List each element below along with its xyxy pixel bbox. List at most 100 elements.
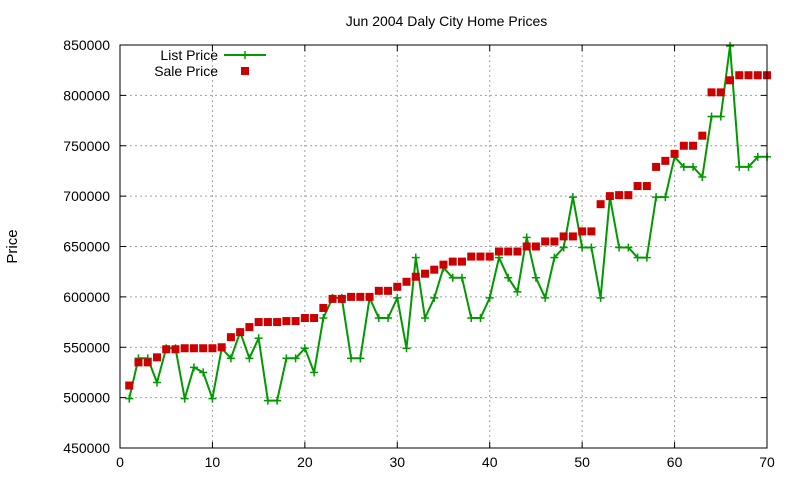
- x-tick-label: 60: [667, 454, 683, 470]
- data-point: [541, 293, 550, 302]
- data-point: [568, 232, 577, 241]
- data-point: [411, 272, 420, 281]
- data-point: [476, 252, 485, 261]
- data-point: [513, 247, 522, 256]
- data-point: [393, 282, 402, 291]
- data-point: [457, 273, 466, 282]
- data-point: [125, 381, 134, 390]
- data-point: [189, 363, 198, 372]
- x-tick-label: 20: [297, 454, 313, 470]
- data-point: [310, 314, 319, 323]
- x-tick-label: 0: [116, 454, 124, 470]
- data-point: [125, 394, 134, 403]
- data-point: [624, 191, 633, 200]
- data-point: [707, 112, 716, 121]
- data-point: [384, 314, 393, 323]
- data-point: [217, 343, 226, 352]
- data-point: [698, 131, 707, 140]
- data-point: [550, 253, 559, 262]
- data-point: [291, 317, 300, 326]
- data-point: [596, 200, 605, 209]
- data-point: [596, 293, 605, 302]
- data-point: [652, 162, 661, 171]
- data-point: [337, 294, 346, 303]
- data-point: [559, 243, 568, 252]
- data-point: [319, 303, 328, 312]
- data-point: [319, 314, 328, 323]
- data-point: [735, 71, 744, 80]
- data-point: [448, 273, 457, 282]
- data-point: [587, 227, 596, 236]
- data-point: [300, 314, 309, 323]
- data-point: [467, 252, 476, 261]
- x-tick-label: 50: [574, 454, 590, 470]
- legend-marker: [241, 51, 249, 59]
- data-point: [245, 354, 254, 363]
- data-point: [485, 293, 494, 302]
- data-point: [633, 253, 642, 262]
- data-point: [143, 358, 152, 367]
- data-point: [726, 76, 735, 85]
- data-point: [689, 141, 698, 150]
- data-point: [300, 344, 309, 353]
- data-point: [374, 314, 383, 323]
- data-point: [457, 257, 466, 266]
- data-point: [226, 333, 235, 342]
- data-point: [328, 294, 337, 303]
- data-point: [531, 242, 540, 251]
- data-point: [180, 344, 189, 353]
- data-point: [504, 273, 513, 282]
- data-point: [236, 328, 245, 337]
- y-tick-label: 700000: [63, 188, 110, 204]
- y-tick-label: 800000: [63, 87, 110, 103]
- data-point: [541, 237, 550, 246]
- data-point: [707, 88, 716, 97]
- y-tick-label: 750000: [63, 138, 110, 154]
- data-point: [698, 172, 707, 181]
- data-point: [282, 354, 291, 363]
- data-point: [263, 318, 272, 327]
- data-point: [347, 354, 356, 363]
- data-point: [744, 162, 753, 171]
- y-tick-label: 850000: [63, 37, 110, 53]
- data-point: [522, 242, 531, 251]
- x-tick-label: 40: [482, 454, 498, 470]
- data-point: [402, 277, 411, 286]
- y-tick-label: 650000: [63, 239, 110, 255]
- chart-title: Jun 2004 Daly City Home Prices: [346, 13, 548, 29]
- data-point: [494, 247, 503, 256]
- data-point: [356, 292, 365, 301]
- legend-marker: [241, 67, 249, 75]
- data-point: [652, 193, 661, 202]
- axis-ticks: 0 10 20 30 40 50 60 70 450000 500000 550000 600000 6…: [63, 37, 775, 470]
- data-point: [347, 292, 356, 301]
- y-tick-label: 450000: [63, 440, 110, 456]
- data-point: [263, 396, 272, 405]
- data-point: [753, 71, 762, 80]
- y-axis-label: Price: [4, 229, 21, 263]
- data-point: [716, 88, 725, 97]
- data-point: [753, 152, 762, 161]
- legend-entry: List Price: [160, 47, 266, 63]
- data-point: [402, 344, 411, 353]
- data-point: [513, 287, 522, 296]
- data-point: [152, 378, 161, 387]
- data-point: [384, 286, 393, 295]
- data-point: [661, 193, 670, 202]
- data-point: [476, 314, 485, 323]
- data-point: [642, 182, 651, 191]
- data-point: [430, 293, 439, 302]
- data-point: [273, 318, 282, 327]
- data-point: [504, 247, 513, 256]
- data-point: [199, 368, 208, 377]
- data-point: [661, 156, 670, 165]
- data-point: [726, 42, 735, 51]
- data-point: [254, 334, 263, 343]
- legend-label: List Price: [160, 47, 218, 63]
- data-point: [735, 162, 744, 171]
- grid: [120, 45, 767, 448]
- data-point: [531, 273, 540, 282]
- data-point: [134, 358, 143, 367]
- x-tick-label: 30: [389, 454, 405, 470]
